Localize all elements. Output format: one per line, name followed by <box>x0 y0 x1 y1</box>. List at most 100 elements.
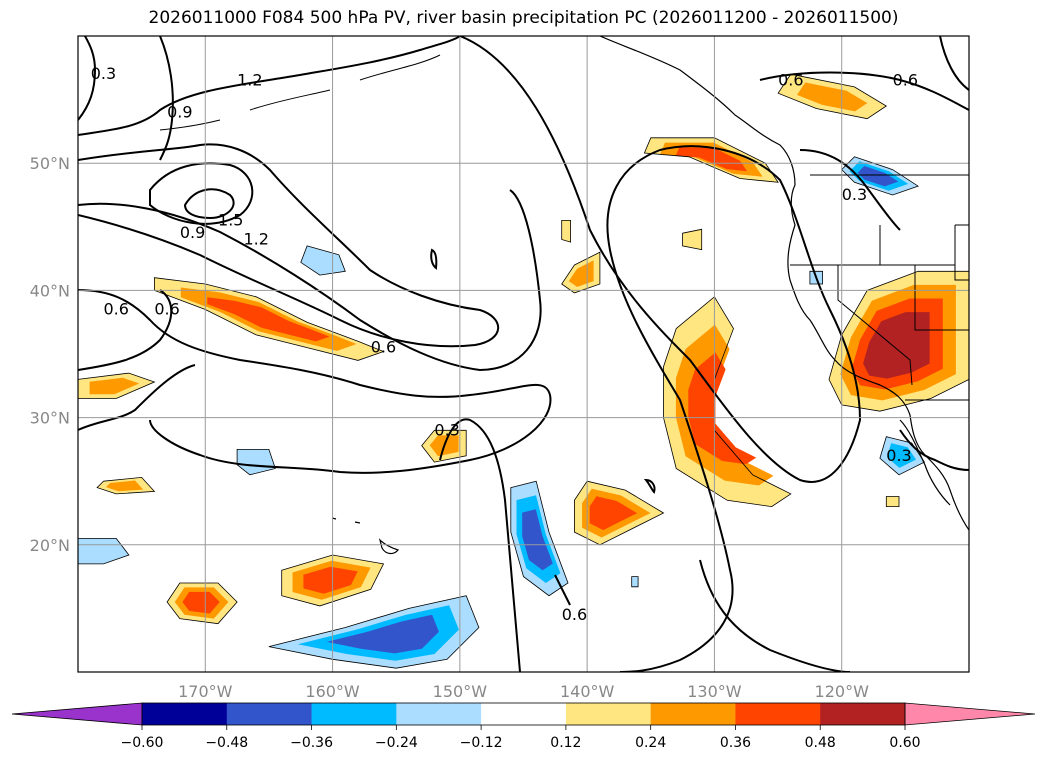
pv-contour-line <box>149 162 254 225</box>
precip-outline <box>154 277 385 361</box>
precip-band <box>631 576 639 587</box>
colorbar-tick-label: 0.48 <box>805 735 836 751</box>
colorbar-tick-label: 0.24 <box>635 735 666 751</box>
pv-contour-label: 0.6 <box>778 71 803 90</box>
pv-contour-line <box>459 36 862 672</box>
colorbar-segment <box>650 703 736 725</box>
pv-contour-line <box>78 364 196 431</box>
lon-tick-label: 160°W <box>305 682 360 701</box>
colorbar-segment <box>481 703 567 725</box>
colorbar: −0.60 −0.48 −0.36 −0.24 −0.12 0.12 0.24 0.36 0.4… <box>11 702 1036 751</box>
colorbar-extend-high <box>904 702 1036 726</box>
pv-contour-line <box>643 478 656 494</box>
precip-band <box>522 509 553 571</box>
precip-band <box>857 166 899 187</box>
pv-contour-line <box>699 559 851 672</box>
pv-contour-line <box>430 248 438 270</box>
precip-outline <box>78 372 156 399</box>
pv-contour-label: 1.2 <box>237 71 262 90</box>
precip-outline <box>510 480 569 597</box>
precip-band <box>561 220 571 243</box>
pv-contour-line <box>78 189 542 372</box>
pv-contour-line <box>159 36 174 161</box>
pv-contour-label: 0.6 <box>103 299 128 318</box>
pv-contour-label: 0.6 <box>371 338 396 357</box>
precip-band <box>300 245 346 276</box>
pv-contour-label: 1.5 <box>218 210 243 229</box>
map-frame <box>77 35 970 673</box>
coastline <box>599 36 969 531</box>
pv-contour-label: 0.3 <box>886 446 911 465</box>
precip-band <box>326 614 439 654</box>
lat-tick-label: 30°N <box>30 409 70 428</box>
pv-contour-label: 0.3 <box>842 185 867 204</box>
pv-contour-label: 0.6 <box>562 605 587 624</box>
precipitation-layer <box>78 73 969 669</box>
colorbar-segment <box>565 703 652 725</box>
precip-outline <box>574 480 665 546</box>
precip-band <box>589 496 638 531</box>
state-border <box>790 174 969 401</box>
precip-band <box>106 480 144 492</box>
colorbar-segment <box>820 703 906 725</box>
pv-contour-line <box>78 36 461 136</box>
lon-tick-label: 150°W <box>433 682 488 701</box>
lon-tick-label: 140°W <box>560 682 615 701</box>
colorbar-tick-label: −0.24 <box>375 735 418 751</box>
pv-contour-label: 0.6 <box>893 71 918 90</box>
precip-outline <box>268 595 480 669</box>
colorbar-frame <box>141 702 906 726</box>
precip-band <box>303 566 358 594</box>
pv-contour-line <box>78 36 97 121</box>
precip-outline <box>809 270 823 285</box>
pv-contour-line <box>554 574 571 606</box>
pv-contour-line <box>759 71 969 111</box>
colorbar-tick-label: 0.12 <box>550 735 581 751</box>
pv-contour-line <box>899 429 969 471</box>
colorbar-tick-label: −0.48 <box>205 735 248 751</box>
pv-contour-line <box>799 149 901 231</box>
pv-contour-line <box>78 143 500 348</box>
lat-tick-label: 20°N <box>30 536 70 555</box>
colorbar-tick-label: −0.36 <box>290 735 333 751</box>
lat-tick-label: 50°N <box>30 154 70 173</box>
colorbar-segment <box>396 703 482 725</box>
precip-outline <box>879 436 925 476</box>
gridlines <box>78 36 969 672</box>
pv-contour-label: 1.2 <box>243 230 268 249</box>
colorbar-segment <box>735 703 821 725</box>
precip-band <box>89 377 140 395</box>
precip-band <box>237 449 276 475</box>
precip-outline <box>777 73 888 120</box>
lon-tick-label: 120°W <box>815 682 870 701</box>
precip-band <box>797 82 868 112</box>
precip-band <box>863 312 930 379</box>
precip-outline <box>682 228 703 251</box>
precip-band <box>182 591 220 614</box>
colorbar-tick-label: 0.36 <box>720 735 751 751</box>
pv-contour-line <box>439 418 521 672</box>
precip-outline <box>236 449 276 476</box>
precip-outline <box>78 538 130 565</box>
coastline <box>899 419 951 506</box>
lon-tick-label: 170°W <box>178 682 233 701</box>
precip-band <box>675 147 748 172</box>
pv-contour-labels: 1.21.51.20.90.6 0.60.60.30.90.30.60.6 0.60… <box>91 64 918 624</box>
precip-band <box>886 496 899 507</box>
chart-title: 2026011000 F084 500 hPa PV, river basin … <box>148 8 899 28</box>
lat-tick-label: 40°N <box>30 281 70 300</box>
pv-contour-line <box>78 289 552 474</box>
precip-outline <box>166 582 238 625</box>
pv-contour-label: 0.9 <box>167 102 192 121</box>
colorbar-tick-label: 0.60 <box>889 735 920 751</box>
colorbar-segment <box>311 703 397 725</box>
coastline <box>159 54 441 131</box>
precip-outline <box>631 576 639 588</box>
colorbar-tick-label: −0.12 <box>460 735 503 751</box>
colorbar-segment <box>142 703 228 725</box>
precip-band <box>207 297 330 342</box>
axis-tick-labels: 170°W 160°W 150°W 140°W 130°W 120°W 20°N 30°N 40… <box>30 154 869 701</box>
lon-tick-label: 130°W <box>687 682 742 701</box>
pv-contour-layer <box>78 36 969 672</box>
